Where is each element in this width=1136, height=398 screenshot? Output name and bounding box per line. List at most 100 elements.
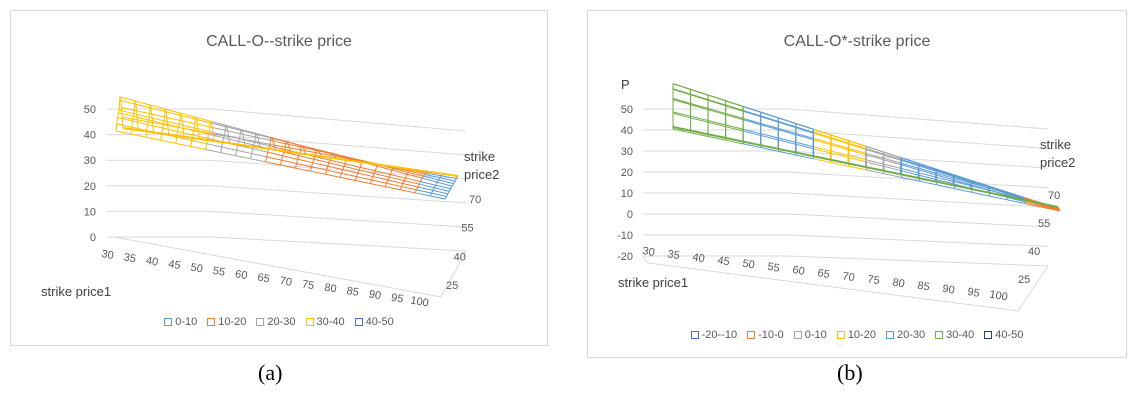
surface-line <box>760 124 779 131</box>
legend-item: -10-0 <box>747 329 784 341</box>
surface-line <box>760 111 779 119</box>
surface-line <box>918 169 937 176</box>
legend-label: 10-20 <box>218 316 247 328</box>
surface-line <box>340 176 356 181</box>
chart-b-title: CALL-O*-strike price <box>783 33 931 50</box>
surface-line <box>690 89 709 96</box>
y-tick-label: 70 <box>469 194 481 206</box>
z-tick-label: -20 <box>617 251 633 263</box>
surface-line <box>313 158 330 164</box>
surface-line <box>450 185 453 190</box>
surface-line <box>116 123 132 128</box>
surface-line <box>236 145 239 151</box>
surface-line <box>280 160 283 166</box>
surface-line <box>373 170 376 174</box>
surface-line <box>760 147 779 152</box>
surface-line <box>119 96 136 102</box>
surface-line <box>358 169 375 174</box>
surface-line <box>223 137 239 142</box>
surface-line <box>250 153 253 159</box>
surface-line <box>148 104 151 118</box>
surface-line <box>778 139 797 145</box>
surface-edge <box>865 166 884 172</box>
surface-line <box>324 169 328 175</box>
surface-line <box>1042 205 1060 212</box>
surface-line <box>325 173 341 178</box>
surface-line <box>211 122 227 128</box>
surface-line <box>253 142 256 146</box>
surface-line <box>190 145 206 151</box>
surface-line <box>162 127 178 132</box>
surface-edge <box>412 168 428 173</box>
surface-line <box>848 147 866 154</box>
surface-line <box>883 157 901 164</box>
surface-line <box>672 98 691 104</box>
surface-line <box>725 104 744 111</box>
surface-line <box>439 177 456 182</box>
surface-line <box>402 182 418 188</box>
surface-line <box>953 179 972 186</box>
surface-line <box>399 186 402 190</box>
surface-line <box>743 119 761 126</box>
surface-line <box>282 151 285 156</box>
surface-line <box>193 127 195 131</box>
z-tick-label: 0 <box>627 209 633 221</box>
surface-line <box>418 181 422 185</box>
surface-line <box>451 183 455 187</box>
legend-label: 30-40 <box>316 316 345 328</box>
surface-line <box>918 163 937 170</box>
surface-line <box>147 119 149 125</box>
surface-line <box>900 162 919 169</box>
legend-item: 40-50 <box>984 329 1023 341</box>
z-tick-label: 40 <box>621 125 633 137</box>
surface-line <box>883 151 902 159</box>
surface-line <box>953 175 972 182</box>
surface-line <box>830 150 849 156</box>
surface-line <box>386 182 402 188</box>
surface-line <box>900 167 919 174</box>
surface-line <box>235 155 251 160</box>
surface-line <box>936 184 955 190</box>
surface-line <box>371 176 374 181</box>
surface-line <box>177 130 193 136</box>
z-tick-label: 10 <box>621 188 633 200</box>
surface-line <box>239 129 242 139</box>
surface-line <box>935 172 954 179</box>
surface-line <box>271 138 274 142</box>
surface-line <box>420 177 423 182</box>
y-tick-label: 25 <box>1018 274 1030 286</box>
legend-swatch <box>690 331 699 339</box>
surface-line <box>131 121 134 128</box>
surface-line <box>410 169 427 174</box>
surface-line <box>743 110 761 118</box>
surface-line <box>883 163 901 169</box>
surface-line <box>176 136 192 141</box>
surface-line <box>446 193 449 197</box>
surface-line <box>936 179 955 185</box>
surface-line <box>165 111 168 118</box>
surface-line <box>213 133 229 138</box>
surface-line <box>212 133 215 142</box>
surface-edge <box>275 148 291 153</box>
surface-line <box>210 123 213 128</box>
surface-line <box>251 153 267 158</box>
surface-edge <box>830 158 849 165</box>
surface-line <box>813 139 832 146</box>
surface-line <box>122 116 138 121</box>
surface-line <box>242 134 245 140</box>
surface-line <box>847 154 866 161</box>
surface-line <box>672 99 691 106</box>
surface-line <box>346 156 348 159</box>
floor-edge <box>1017 265 1049 312</box>
surface-line <box>865 146 884 153</box>
surface-line <box>226 126 242 132</box>
surface-line <box>433 184 437 189</box>
surface-line <box>130 133 147 138</box>
surface-line <box>354 176 358 181</box>
surface-line <box>313 156 316 160</box>
x-tick-label: 35 <box>666 248 680 262</box>
surface-line <box>115 130 132 135</box>
surface-line <box>918 172 936 178</box>
surface-line <box>795 123 814 130</box>
surface-line <box>356 172 359 177</box>
